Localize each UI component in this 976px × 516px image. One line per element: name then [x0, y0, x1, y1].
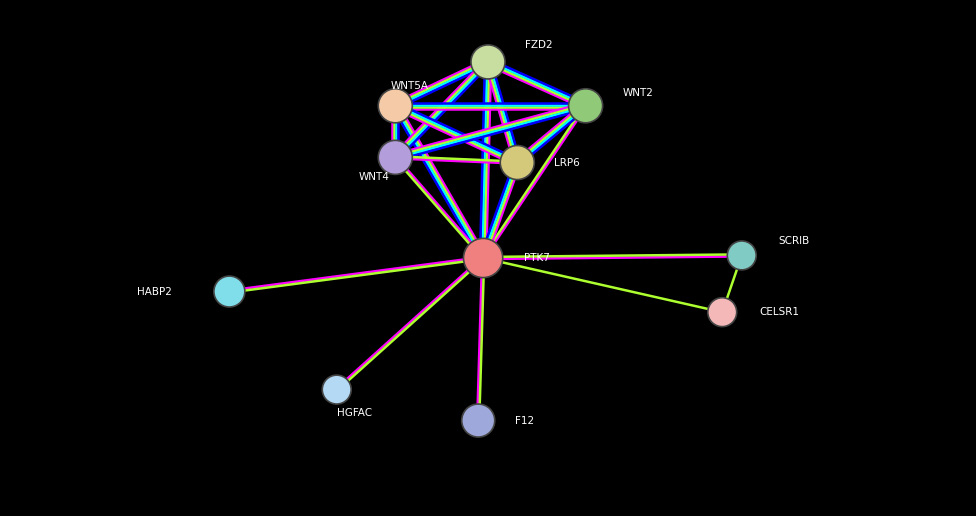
Circle shape — [569, 89, 602, 123]
Circle shape — [379, 140, 412, 174]
Circle shape — [727, 241, 756, 270]
Text: WNT5A: WNT5A — [390, 81, 428, 91]
Circle shape — [464, 238, 503, 278]
Text: PTK7: PTK7 — [524, 253, 550, 263]
Circle shape — [471, 45, 505, 79]
Text: WNT4: WNT4 — [358, 172, 389, 182]
Text: CELSR1: CELSR1 — [759, 307, 799, 317]
Circle shape — [379, 89, 412, 123]
Text: F12: F12 — [515, 415, 535, 426]
Circle shape — [322, 375, 351, 404]
Text: FZD2: FZD2 — [525, 40, 552, 51]
Circle shape — [708, 298, 737, 327]
Circle shape — [462, 404, 495, 437]
Text: SCRIB: SCRIB — [779, 236, 810, 246]
Text: HGFAC: HGFAC — [337, 408, 372, 418]
Circle shape — [214, 276, 245, 307]
Circle shape — [501, 146, 534, 180]
Text: HABP2: HABP2 — [137, 286, 172, 297]
Text: WNT2: WNT2 — [623, 88, 654, 98]
Text: LRP6: LRP6 — [554, 157, 580, 168]
